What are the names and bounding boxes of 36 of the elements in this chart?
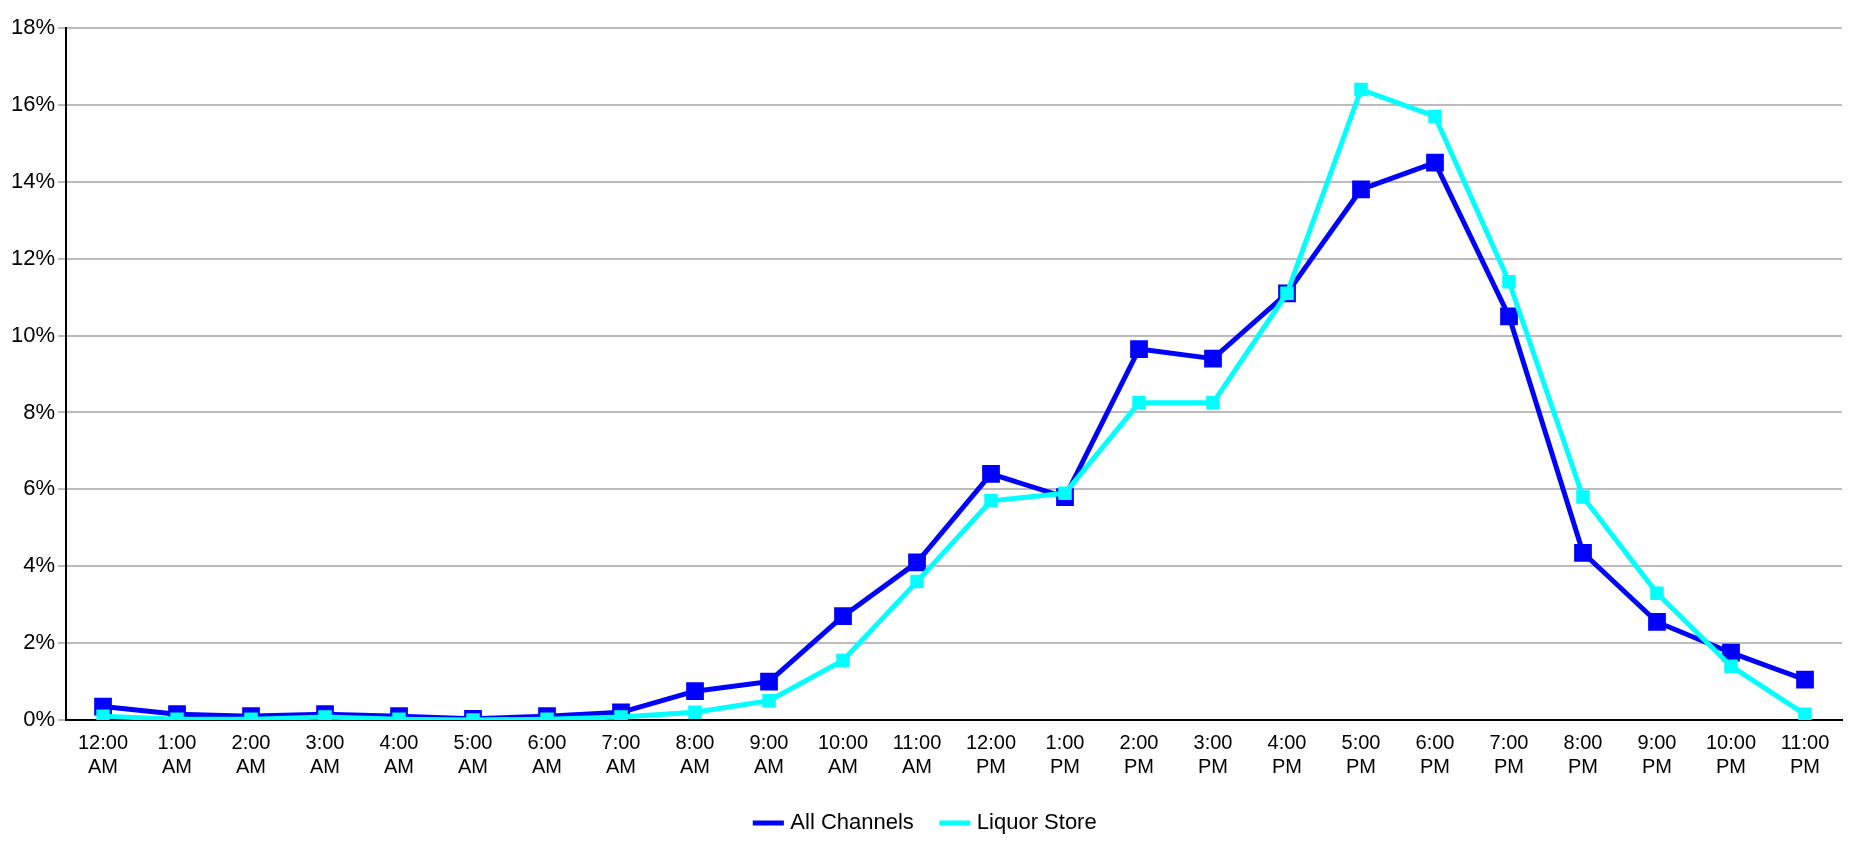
x-tick-label: 7:00 AM (601, 730, 641, 777)
x-tick-label: 8:00 AM (675, 730, 715, 777)
x-tick-label: 4:00 AM (379, 730, 419, 777)
y-tick-label: 14% (10, 167, 56, 193)
x-tick-label: 11:00 AM (892, 730, 942, 777)
x-tick-label: 1:00 AM (157, 730, 197, 777)
x-tick-label: 6:00 AM (527, 730, 567, 777)
y-tick-label: 8% (23, 398, 56, 424)
x-tick-label: 8:00 PM (1563, 730, 1603, 777)
y-tick-label: 12% (10, 244, 56, 270)
legend-label: All Channels (790, 809, 914, 835)
x-tick-label: 1:00 PM (1045, 730, 1085, 777)
x-tick-label: 9:00 AM (749, 730, 789, 777)
x-tick-label: 10:00 AM (817, 730, 869, 777)
x-tick-label: 4:00 PM (1267, 730, 1307, 777)
x-tick-label: 12:00 AM (78, 730, 129, 777)
y-tick-label: 0% (23, 706, 56, 732)
y-tick-label: 6% (23, 475, 56, 501)
x-tick-label: 5:00 AM (453, 730, 493, 777)
legend-label: Liquor Store (976, 809, 1097, 835)
y-tick-label: 2% (23, 629, 56, 655)
x-tick-label: 3:00 PM (1193, 730, 1233, 777)
y-tick-label: 10% (10, 321, 56, 347)
x-tick-label: 2:00 AM (231, 730, 271, 777)
x-tick-label: 7:00 PM (1489, 730, 1529, 777)
y-tick-label: 4% (23, 552, 56, 578)
y-tick-label: 16% (10, 90, 56, 116)
x-tick-label: 12:00 PM (965, 730, 1017, 777)
y-tick-label: 18% (10, 14, 56, 40)
x-tick-label: 2:00 PM (1119, 730, 1159, 777)
x-tick-label: 5:00 PM (1341, 730, 1381, 777)
x-tick-label: 9:00 PM (1637, 730, 1677, 777)
x-tick-label: 3:00 AM (305, 730, 345, 777)
x-tick-label: 11:00 PM (1780, 730, 1830, 777)
x-tick-label: 6:00 PM (1415, 730, 1455, 777)
x-tick-label: 10:00 PM (1705, 730, 1757, 777)
